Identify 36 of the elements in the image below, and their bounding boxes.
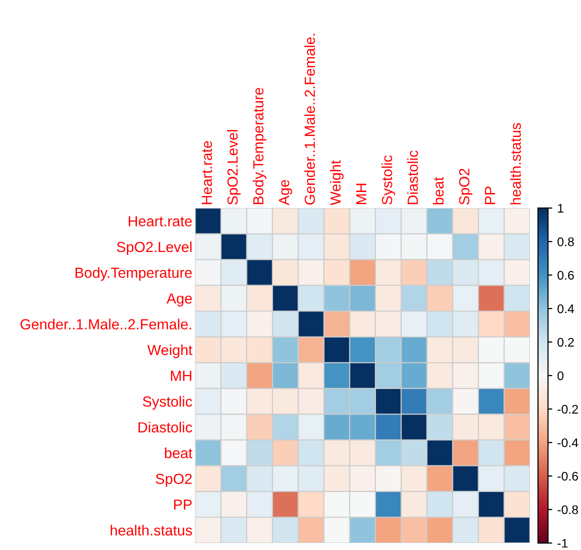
x-tick-label: Diastolic (407, 150, 418, 204)
y-tick-label: Systolic (142, 396, 192, 410)
y-tick-label: MH (170, 370, 192, 381)
color-bar-label: -0.4 (558, 438, 578, 448)
y-tick-label: SpO2 (156, 474, 192, 487)
color-bar-label: -0.2 (558, 404, 578, 414)
y-tick-label: SpO2.Level (116, 241, 192, 256)
color-bar-label: -0.8 (558, 505, 578, 514)
color-bar-label: -1 (558, 538, 568, 548)
color-bar-label: -0.6 (558, 472, 578, 481)
y-tick-label: Gender..1.Male..2.Female. (20, 318, 192, 330)
x-tick-label: PP (484, 186, 496, 204)
y-tick-label: Diastolic (138, 422, 192, 432)
y-tick-label: PP (174, 500, 192, 510)
x-tick-label: health.status (510, 123, 521, 204)
color-bar-label: 0.8 (558, 237, 574, 246)
y-tick-label: Age (166, 293, 192, 307)
color-bar-label: 0.2 (558, 338, 574, 347)
color-bar-label: 0.4 (558, 304, 574, 314)
y-tick-label: beat (165, 448, 192, 458)
y-tick-label: Weight (147, 344, 192, 358)
x-tick-label: Weight (330, 160, 344, 206)
y-tick-label: Body.Temperature (76, 267, 192, 281)
x-tick-label: Body.Temperature (252, 88, 266, 204)
x-tick-label: SpO2 (459, 168, 472, 205)
color-bar-label: 0.6 (558, 270, 574, 280)
x-tick-label: Age (279, 180, 292, 206)
y-tick-label: Heart.rate (128, 216, 192, 226)
x-tick-label: SpO2.Level (227, 130, 241, 205)
y-tick-label: health.status (110, 524, 192, 536)
x-tick-label: beat (432, 177, 444, 204)
color-bar-label: 0 (558, 371, 564, 380)
x-tick-label: Systolic (381, 155, 396, 205)
x-tick-label: Gender..1.Male..2.Female. (304, 34, 315, 205)
x-tick-label: MH (356, 184, 366, 204)
color-bar-label: 1 (558, 204, 564, 213)
